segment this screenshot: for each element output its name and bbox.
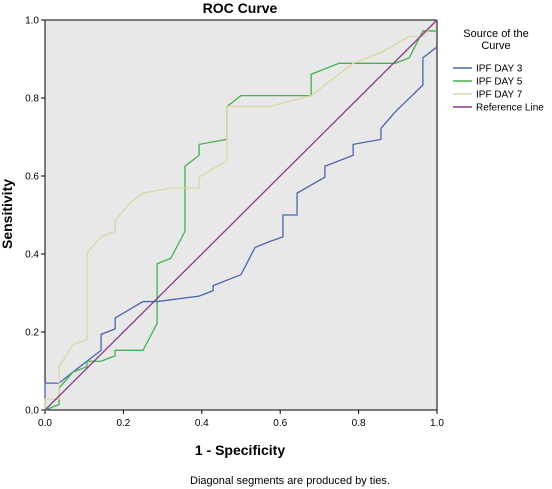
legend-title: Source of the xyxy=(463,28,528,40)
x-tick-label: 0.4 xyxy=(195,418,209,429)
legend-label-ipf-day-3: IPF DAY 3 xyxy=(476,64,523,75)
series-line-ipf-day-7 xyxy=(44,19,438,410)
chart-title: ROC Curve xyxy=(203,0,278,16)
x-tick-label: 0.8 xyxy=(352,418,366,429)
legend-title: Curve xyxy=(481,40,510,52)
x-tick-label: 0.2 xyxy=(116,418,130,429)
x-tick-label: 0.6 xyxy=(273,418,287,429)
series-line-reference-line xyxy=(44,19,438,411)
legend-label-ipf-day-7: IPF DAY 7 xyxy=(476,90,523,101)
y-tick-label: 0.8 xyxy=(25,94,39,105)
y-tick-label: 0.0 xyxy=(25,406,39,417)
series-line-ipf-day-3 xyxy=(44,46,438,410)
x-axis-title: 1 - Specificity xyxy=(195,442,285,458)
x-tick-label: 1.0 xyxy=(430,418,444,429)
y-tick-label: 0.4 xyxy=(25,250,39,261)
axes: 0.0 0.2 0.4 0.6 0.8 1.0 0.0 0.2 0.4 0.6 0.8 1.0 xyxy=(25,16,444,430)
y-tick-label: 1.0 xyxy=(25,16,39,27)
legend-label-reference-line: Reference Line xyxy=(476,103,544,114)
series-lines xyxy=(44,19,438,411)
series-line-ipf-day-5 xyxy=(44,30,437,411)
y-axis-title: Sensitivity xyxy=(0,179,15,249)
footnote: Diagonal segments are produced by ties. xyxy=(190,475,390,487)
legend-label-ipf-day-5: IPF DAY 5 xyxy=(476,77,523,88)
y-tick-label: 0.6 xyxy=(25,172,39,183)
x-tick-label: 0.0 xyxy=(38,418,52,429)
y-tick-label: 0.2 xyxy=(25,328,39,339)
